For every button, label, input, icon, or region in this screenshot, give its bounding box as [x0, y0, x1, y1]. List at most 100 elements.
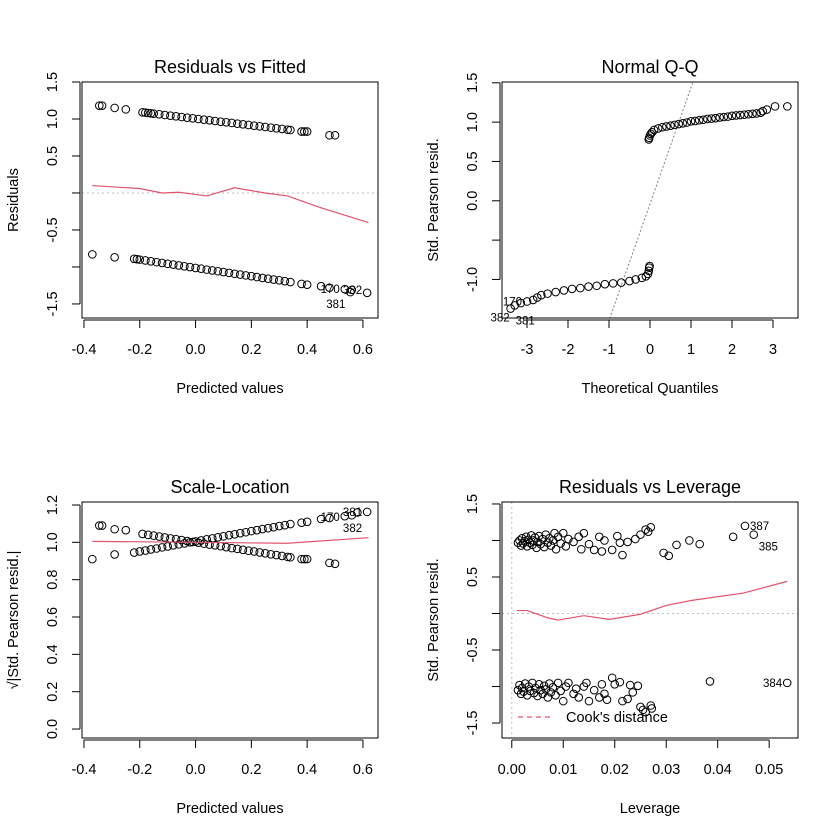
- data-point: [690, 116, 700, 126]
- x-tick-label: -3: [521, 342, 534, 358]
- data-point: [770, 102, 780, 111]
- data-point: [252, 272, 262, 282]
- point-label: 170: [503, 296, 522, 308]
- point-label: 387: [750, 521, 769, 533]
- data-point: [207, 266, 217, 275]
- data-point: [584, 539, 594, 549]
- data-point: [149, 531, 158, 540]
- data-point: [546, 688, 556, 697]
- data-point: [143, 530, 153, 540]
- data-point: [233, 119, 242, 128]
- y-tick-label: -1.5: [465, 711, 481, 736]
- data-point: [171, 112, 181, 121]
- data-point: [711, 113, 720, 123]
- data-point: [758, 106, 768, 116]
- point-label: 381: [516, 316, 535, 328]
- x-tick-label: 2: [728, 342, 736, 358]
- plot-area: [82, 101, 378, 298]
- data-point: [340, 511, 350, 521]
- data-point: [238, 120, 248, 129]
- data-point: [97, 101, 107, 110]
- data-point: [255, 548, 265, 557]
- data-point: [286, 519, 295, 529]
- data-point: [579, 528, 589, 538]
- data-point: [353, 508, 362, 517]
- x-tick-label: -0.4: [71, 762, 96, 778]
- x-tick-label: 0.01: [549, 762, 577, 778]
- data-point: [744, 109, 753, 119]
- data-point: [551, 287, 561, 297]
- data-point: [110, 550, 119, 559]
- data-point: [110, 103, 119, 113]
- data-point: [196, 264, 206, 274]
- data-point: [302, 517, 312, 527]
- point-label: 170: [321, 512, 340, 524]
- y-tick-label: 0.4: [45, 644, 61, 664]
- data-point: [135, 255, 145, 264]
- data-point: [157, 543, 167, 552]
- data-point: [638, 705, 648, 715]
- y-tick-label: 1.2: [45, 495, 61, 515]
- data-point: [608, 279, 618, 288]
- data-point: [657, 122, 667, 132]
- data-point: [528, 678, 537, 688]
- data-point: [694, 115, 704, 125]
- data-point: [216, 117, 225, 126]
- data-point: [647, 128, 657, 137]
- x-tick-label: 0.6: [353, 762, 373, 778]
- data-point: [219, 267, 228, 277]
- residuals-vs-leverage-panel: 387 385 384 Cook's distance 0.00 0.01 0.02 0.03…: [426, 477, 799, 817]
- data-point: [258, 524, 267, 534]
- data-point: [154, 110, 164, 119]
- data-point: [191, 263, 200, 273]
- y-tick-label: -1.5: [45, 291, 61, 316]
- data-point: [543, 538, 553, 547]
- data-point: [174, 540, 184, 549]
- y-tick-label: 0.5: [465, 151, 481, 171]
- data-point: [266, 123, 276, 132]
- data-point: [653, 124, 663, 133]
- data-point: [643, 527, 653, 537]
- data-point: [141, 108, 150, 117]
- data-point: [180, 539, 189, 548]
- point-label: 384: [763, 678, 783, 690]
- data-point: [325, 283, 334, 292]
- data-point: [224, 530, 234, 540]
- data-point: [247, 271, 256, 281]
- normal-qq-panel: 170 382 381 -3 -2 -1 0 1 2 3 -1.0 0.0 0.5 1.0 1.5 Norma…: [426, 57, 799, 397]
- data-point: [260, 549, 270, 558]
- y-tick-label: 0.8: [45, 570, 61, 590]
- data-point: [625, 680, 635, 690]
- data-point: [537, 290, 546, 300]
- data-point: [297, 279, 306, 289]
- y-tick-label: 1.5: [45, 72, 61, 92]
- x-tick-label: -0.4: [71, 342, 96, 358]
- point-label: 382: [343, 285, 362, 297]
- data-point: [235, 528, 245, 538]
- data-point: [597, 547, 607, 556]
- plot-frame: [81, 501, 379, 739]
- data-point: [263, 523, 273, 533]
- data-point: [138, 108, 147, 117]
- data-point: [152, 257, 161, 267]
- data-point: [219, 532, 228, 541]
- data-point: [628, 688, 638, 697]
- data-point: [532, 293, 542, 302]
- data-point: [146, 108, 156, 118]
- data-point: [686, 117, 696, 126]
- data-point: [589, 545, 599, 555]
- data-point: [548, 682, 558, 692]
- data-point: [202, 535, 212, 544]
- data-point: [602, 695, 612, 704]
- data-point: [731, 111, 741, 120]
- data-point: [707, 114, 716, 123]
- x-tick-label: 1: [687, 342, 695, 358]
- legend-cooks-distance-label: Cook's distance: [566, 710, 668, 726]
- data-point: [272, 124, 281, 133]
- y-tick-label: 0.2: [45, 682, 61, 702]
- data-point: [362, 507, 372, 517]
- x-tick-label: 0.4: [297, 342, 317, 358]
- data-point: [551, 690, 560, 700]
- data-point: [110, 253, 119, 262]
- data-point: [664, 551, 674, 561]
